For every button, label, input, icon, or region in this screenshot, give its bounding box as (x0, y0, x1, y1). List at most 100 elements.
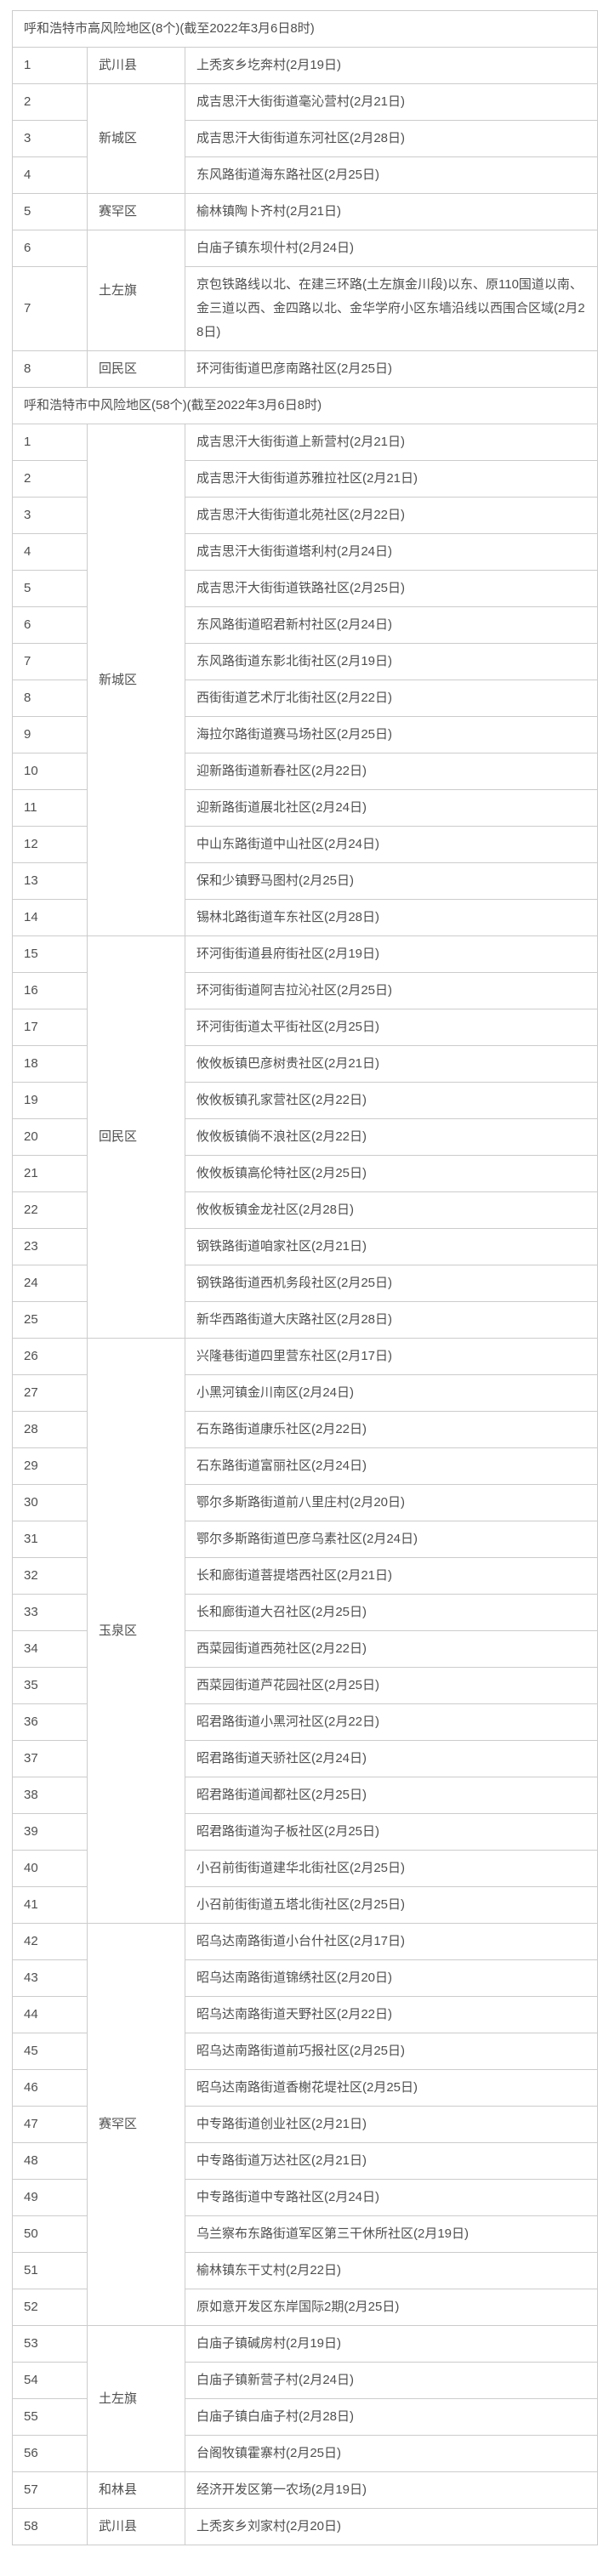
table-row: 49 中专路街道中专路社区(2月24日) (12, 2179, 599, 2216)
row-number-cell: 7 (12, 643, 88, 680)
table-row: 22 攸攸板镇金龙社区(2月28日) (12, 1191, 599, 1229)
place-cell: 成吉思汗大街街道铁路社区(2月25日) (184, 570, 599, 607)
table-row: 45 昭乌达南路街道前巧报社区(2月25日) (12, 2033, 599, 2070)
row-number-cell: 53 (12, 2325, 88, 2363)
row-number-cell: 8 (12, 350, 88, 388)
row-number-cell: 26 (12, 1338, 88, 1375)
table-row: 51 榆林镇东干丈村(2月22日) (12, 2252, 599, 2289)
place-cell: 西菜园街道芦花园社区(2月25日) (184, 1667, 599, 1704)
place-cell: 成吉思汗大街街道毫沁营村(2月21日) (184, 83, 599, 121)
place-cell: 钢铁路街道咱家社区(2月21日) (184, 1228, 599, 1265)
row-number-cell: 43 (12, 1959, 88, 1997)
row-number-cell: 3 (12, 497, 88, 534)
table-row: 32 长和廊街道菩提塔西社区(2月21日) (12, 1557, 599, 1595)
table-row: 34 西菜园街道西苑社区(2月22日) (12, 1630, 599, 1668)
table-row: 47 中专路街道创业社区(2月21日) (12, 2106, 599, 2143)
row-number-cell: 25 (12, 1301, 88, 1339)
table-row: 48 中专路街道万达社区(2月21日) (12, 2142, 599, 2180)
table-row: 18 攸攸板镇巴彦树贵社区(2月21日) (12, 1045, 599, 1083)
table-row: 55 白庙子镇白庙子村(2月28日) (12, 2398, 599, 2436)
row-number-cell: 13 (12, 862, 88, 900)
row-number-cell: 6 (12, 230, 88, 267)
table-row: 27 小黑河镇金川南区(2月24日) (12, 1374, 599, 1412)
table-row: 42 赛罕区 昭乌达南路街道小台什社区(2月17日) (12, 1923, 599, 2326)
place-cell: 小黑河镇金川南区(2月24日) (184, 1374, 599, 1412)
place-cell: 成吉思汗大街街道苏雅拉社区(2月21日) (184, 460, 599, 498)
table-row: 50 乌兰察布东路街道军区第三干休所社区(2月19日) (12, 2215, 599, 2253)
table-row: 20 攸攸板镇倘不浪社区(2月22日) (12, 1118, 599, 1156)
place-cell: 环河街街道县府街社区(2月19日) (184, 935, 599, 973)
place-cell: 迎新路街道新春社区(2月22日) (184, 753, 599, 790)
row-number-cell: 4 (12, 156, 88, 194)
section-title: 呼和浩特市中风险地区(58个)(截至2022年3月6日8时) (11, 387, 599, 424)
row-number-cell: 52 (12, 2289, 88, 2326)
place-cell: 攸攸板镇巴彦树贵社区(2月21日) (184, 1045, 599, 1083)
row-number-cell: 34 (12, 1630, 88, 1668)
place-cell: 新华西路街道大庆路社区(2月28日) (184, 1301, 599, 1339)
risk-table-body: 呼和浩特市高风险地区(8个)(截至2022年3月6日8时) 1 武川县 上秃亥乡圪奔村… (11, 10, 599, 2545)
table-row: 9 海拉尔路街道赛马场社区(2月25日) (12, 716, 599, 753)
place-cell: 西街街道艺术厅北街社区(2月22日) (184, 680, 599, 717)
row-number-cell: 20 (12, 1118, 88, 1156)
row-number-cell: 4 (12, 533, 88, 571)
place-cell: 鄂尔多斯路街道前八里庄村(2月20日) (184, 1484, 599, 1521)
section-header-row: 呼和浩特市中风险地区(58个)(截至2022年3月6日8时) (11, 387, 599, 424)
row-number-cell: 2 (12, 460, 88, 498)
table-row: 56 台阁牧镇霍寨村(2月25日) (12, 2435, 599, 2472)
row-number-cell: 47 (12, 2106, 88, 2143)
table-row: 37 昭君路街道天骄社区(2月24日) (12, 1740, 599, 1777)
row-number-cell: 46 (12, 2069, 88, 2107)
row-number-cell: 29 (12, 1447, 88, 1485)
place-cell: 中专路街道万达社区(2月21日) (184, 2142, 599, 2180)
row-number-cell: 28 (12, 1411, 88, 1448)
table-row: 5 赛罕区 榆林镇陶卜齐村(2月21日) (12, 193, 599, 230)
row-number-cell: 57 (12, 2471, 88, 2509)
table-row: 8 西街街道艺术厅北街社区(2月22日) (12, 680, 599, 717)
place-cell: 鄂尔多斯路街道巴彦乌素社区(2月24日) (184, 1521, 599, 1558)
row-number-cell: 6 (12, 606, 88, 644)
row-number-cell: 40 (12, 1850, 88, 1887)
place-cell: 昭乌达南路街道锦绣社区(2月20日) (184, 1959, 599, 1997)
row-number-cell: 42 (12, 1923, 88, 1960)
row-number-cell: 36 (12, 1703, 88, 1741)
row-number-cell: 30 (12, 1484, 88, 1521)
district-cell: 武川县 (87, 47, 185, 84)
row-number-cell: 23 (12, 1228, 88, 1265)
place-cell: 西菜园街道西苑社区(2月22日) (184, 1630, 599, 1668)
place-cell: 白庙子镇东坝什村(2月24日) (184, 230, 599, 267)
row-number-cell: 15 (12, 935, 88, 973)
row-number-cell: 33 (12, 1594, 88, 1631)
table-row: 58 武川县 上秃亥乡刘家村(2月20日) (12, 2508, 599, 2545)
row-number-cell: 21 (12, 1155, 88, 1192)
row-number-cell: 9 (12, 716, 88, 753)
row-number-cell: 7 (12, 266, 88, 351)
district-cell: 赛罕区 (87, 1923, 185, 2326)
place-cell: 锡林北路街道车东社区(2月28日) (184, 899, 599, 936)
district-cell: 赛罕区 (87, 193, 185, 230)
table-row: 5 成吉思汗大街街道铁路社区(2月25日) (12, 570, 599, 607)
district-cell: 土左旗 (87, 230, 185, 351)
place-cell: 成吉思汗大街街道塔利村(2月24日) (184, 533, 599, 571)
row-number-cell: 1 (12, 424, 88, 461)
place-cell: 环河街街道巴彦南路社区(2月25日) (184, 350, 599, 388)
row-number-cell: 22 (12, 1191, 88, 1229)
place-cell: 长和廊街道菩提塔西社区(2月21日) (184, 1557, 599, 1595)
district-cell: 土左旗 (87, 2325, 185, 2472)
place-cell: 榆林镇东干丈村(2月22日) (184, 2252, 599, 2289)
place-cell: 攸攸板镇倘不浪社区(2月22日) (184, 1118, 599, 1156)
place-cell: 石东路街道康乐社区(2月22日) (184, 1411, 599, 1448)
row-number-cell: 16 (12, 972, 88, 1009)
place-cell: 昭乌达南路街道前巧报社区(2月25日) (184, 2033, 599, 2070)
place-cell: 中专路街道中专路社区(2月24日) (184, 2179, 599, 2216)
table-row: 15 回民区 环河街街道县府街社区(2月19日) (12, 935, 599, 1339)
place-cell: 钢铁路街道西机务段社区(2月25日) (184, 1265, 599, 1302)
table-row: 46 昭乌达南路街道香榭花堤社区(2月25日) (12, 2069, 599, 2107)
risk-area-table: 呼和浩特市高风险地区(8个)(截至2022年3月6日8时) 1 武川县 上秃亥乡圪奔村… (11, 10, 599, 2545)
table-row: 31 鄂尔多斯路街道巴彦乌素社区(2月24日) (12, 1521, 599, 1558)
place-cell: 保和少镇野马图村(2月25日) (184, 862, 599, 900)
row-number-cell: 58 (12, 2508, 88, 2545)
place-cell: 环河街街道阿吉拉沁社区(2月25日) (184, 972, 599, 1009)
place-cell: 海拉尔路街道赛马场社区(2月25日) (184, 716, 599, 753)
place-cell: 兴隆巷街道四里营东社区(2月17日) (184, 1338, 599, 1375)
